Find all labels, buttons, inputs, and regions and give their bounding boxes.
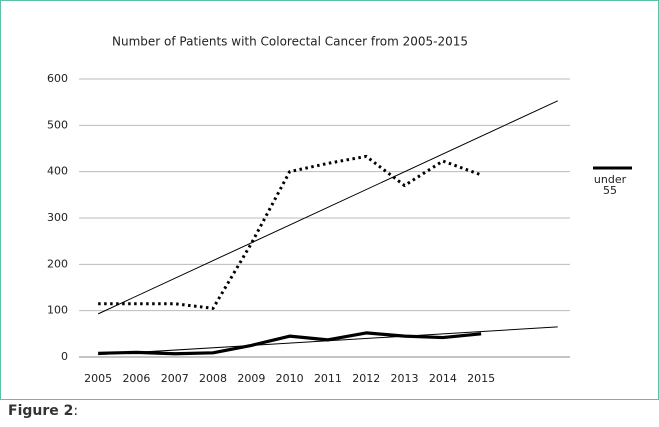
chart: Number of Patients with Colorectal Cance…: [0, 0, 659, 400]
x-tick-label: 2011: [314, 372, 342, 385]
trendline: [97, 100, 558, 315]
y-tick-label: 500: [47, 118, 68, 131]
y-tick-label: 0: [61, 350, 68, 363]
legend-label: under 55: [593, 173, 627, 197]
x-tick-label: 2012: [352, 372, 380, 385]
y-tick-label: 400: [47, 165, 68, 178]
chart-title: Number of Patients with Colorectal Cance…: [112, 35, 468, 49]
x-tick-label: 2006: [122, 372, 150, 385]
y-tick-label: 200: [47, 257, 68, 270]
x-tick-label: 2005: [84, 372, 112, 385]
x-tick-label: 2010: [276, 372, 304, 385]
caption: Figure 2:: [8, 403, 78, 419]
caption-suffix: :: [73, 403, 79, 419]
trendline: [98, 326, 558, 356]
x-tick-label: 2015: [467, 372, 495, 385]
y-tick-label: 600: [47, 72, 68, 85]
caption-label: Figure 2: [8, 403, 74, 419]
x-tick-label: 2014: [429, 372, 457, 385]
y-tick-label: 300: [47, 211, 68, 224]
series-line: [98, 154, 482, 310]
x-tick-label: 2009: [237, 372, 265, 385]
x-tick-label: 2008: [199, 372, 227, 385]
x-tick-label: 2013: [391, 372, 419, 385]
series-line: [98, 331, 482, 356]
y-tick-label: 100: [47, 304, 68, 317]
x-tick-label: 2007: [161, 372, 189, 385]
